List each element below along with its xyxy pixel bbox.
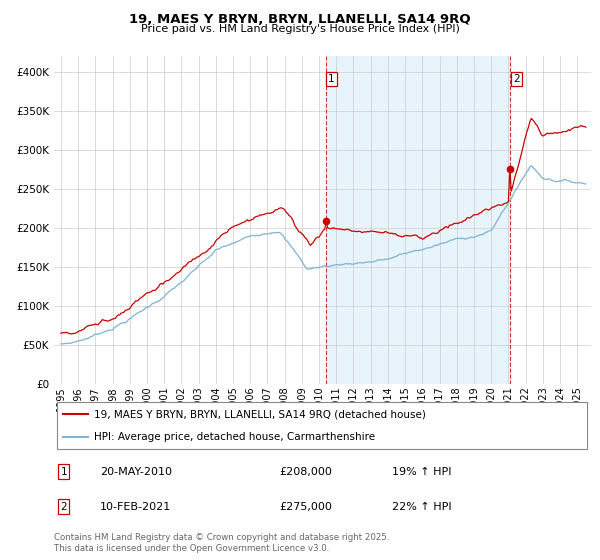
Text: 19, MAES Y BRYN, BRYN, LLANELLI, SA14 9RQ: 19, MAES Y BRYN, BRYN, LLANELLI, SA14 9R… [129,13,471,26]
Text: 1: 1 [328,74,335,84]
Text: 19, MAES Y BRYN, BRYN, LLANELLI, SA14 9RQ (detached house): 19, MAES Y BRYN, BRYN, LLANELLI, SA14 9R… [94,409,426,419]
Text: £208,000: £208,000 [280,466,332,477]
Text: Contains HM Land Registry data © Crown copyright and database right 2025.
This d: Contains HM Land Registry data © Crown c… [54,533,389,553]
Text: HPI: Average price, detached house, Carmarthenshire: HPI: Average price, detached house, Carm… [94,432,376,442]
Bar [326,56,510,384]
Text: £275,000: £275,000 [280,502,332,511]
FancyBboxPatch shape [56,403,587,449]
Text: Price paid vs. HM Land Registry's House Price Index (HPI): Price paid vs. HM Land Registry's House … [140,24,460,34]
Text: 1: 1 [61,466,67,477]
Text: 2: 2 [61,502,67,511]
Text: 2: 2 [513,74,520,84]
Text: 10-FEB-2021: 10-FEB-2021 [100,502,171,511]
Text: 22% ↑ HPI: 22% ↑ HPI [392,502,452,511]
Text: 19% ↑ HPI: 19% ↑ HPI [392,466,452,477]
Text: 20-MAY-2010: 20-MAY-2010 [100,466,172,477]
